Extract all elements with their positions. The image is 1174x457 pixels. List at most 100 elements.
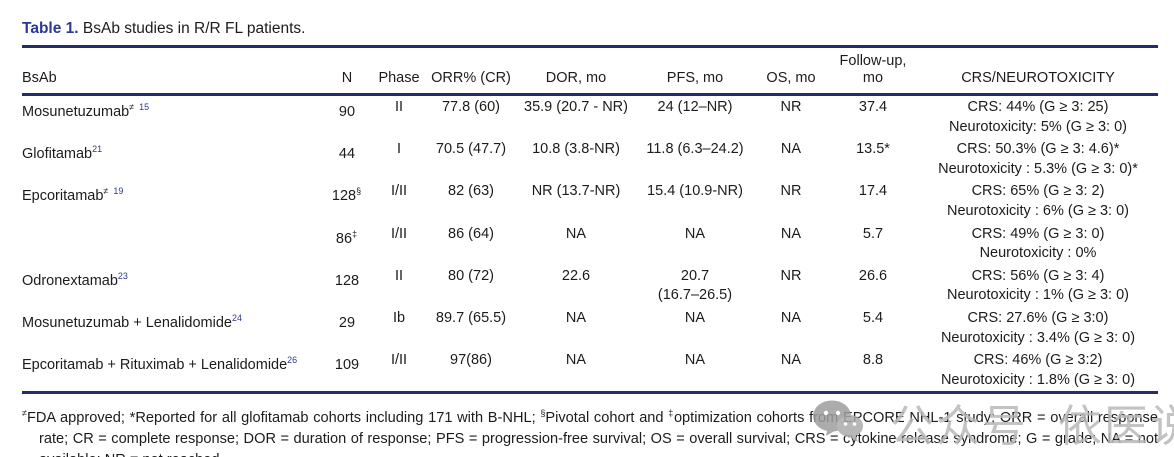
footnote-marker-optimization: ‡: [668, 408, 674, 419]
cell-bsab: Epcoritamab + Rituximab + Lenalidomide26: [22, 355, 298, 373]
cell-pfs: 24 (12–NR): [657, 99, 733, 115]
cell-bsab: Odronextamab23: [22, 270, 128, 289]
cell-orr: 70.5 (47.7): [435, 141, 507, 158]
cell-dor: NR (13.7-NR): [531, 183, 621, 200]
cell-phase: I: [396, 141, 402, 158]
cell-followup: 13.5*: [856, 141, 890, 158]
col-header-os: OS, mo: [754, 46, 828, 96]
table-row-epcoritamab-optimization: 86‡ I/II 86 (64) NA NA NA 5.7 CRS: 49% (…: [22, 223, 1158, 265]
footnote-marker: ≠: [129, 102, 136, 112]
cell-n: 29: [338, 314, 356, 331]
cell-bsab: [22, 223, 322, 265]
citation-ref[interactable]: 26: [287, 355, 298, 366]
cell-n: 90: [338, 103, 356, 120]
table-title: BsAb studies in R/R FL patients.: [82, 20, 306, 37]
cell-pfs: NA: [684, 352, 706, 369]
cell-crs-neurotoxicity: CRS: 46% (G ≥ 3:2) Neurotoxicity : 1.8% (…: [940, 352, 1136, 388]
col-header-bsab: BsAb: [22, 46, 322, 96]
table-row-odronextamab: Odronextamab23 128 II 80 (72) 22.6 20.7(…: [22, 265, 1158, 307]
cell-bsab: Mosunetuzumab + Lenalidomide24: [22, 312, 242, 331]
citation-ref[interactable]: 15: [139, 102, 150, 112]
cell-dor: NA: [565, 309, 587, 326]
cell-pfs: 11.8 (6.3–24.2): [646, 141, 744, 158]
cell-os: NR: [780, 183, 802, 200]
cell-followup: 5.4: [862, 309, 884, 326]
cell-pfs: NA: [684, 225, 706, 242]
cell-dor: 22.6: [561, 267, 591, 284]
cell-os: NR: [780, 267, 802, 284]
cell-pfs: NA: [684, 309, 706, 326]
footnote-marker: ≠: [103, 186, 110, 197]
cell-followup: 37.4: [858, 99, 888, 115]
cell-crs-neurotoxicity: CRS: 65% (G ≥ 3: 2) Neurotoxicity : 6% (G…: [946, 183, 1129, 219]
cell-crs-neurotoxicity: CRS: 27.6% (G ≥ 3:0) Neurotoxicity : 3.4%…: [940, 309, 1136, 346]
table-footnote: ≠FDA approved; *Reported for all glofita…: [22, 403, 1158, 457]
footnote-marker-pivotal: §: [540, 408, 546, 419]
cell-n: 109: [334, 356, 360, 373]
cell-n: 128: [334, 272, 360, 289]
table-row-epcoritamab-pivotal: Epcoritamab≠ 19 128§ I/II 82 (63) NR (13…: [22, 180, 1158, 222]
cell-followup: 17.4: [858, 183, 888, 200]
cell-os: NA: [780, 352, 802, 369]
cell-crs-neurotoxicity: CRS: 44% (G ≥ 3: 25) Neurotoxicity: 5% (G…: [949, 99, 1127, 135]
cell-orr: 77.8 (60): [441, 99, 501, 115]
bsab-table: BsAb N Phase ORR% (CR) DOR, mo PFS, mo O…: [22, 45, 1158, 395]
cell-orr: 97(86): [450, 352, 492, 369]
cell-bsab: Glofitamab21: [22, 144, 103, 163]
col-header-crs: CRS/NEUROTOXICITY: [918, 46, 1158, 96]
cell-followup: 8.8: [862, 352, 884, 369]
cell-bsab: Epcoritamab≠ 19: [22, 186, 124, 205]
cell-os: NR: [780, 99, 802, 115]
cell-dor: NA: [565, 225, 587, 242]
table-row-epcoritamab-rituximab-lenalidomide: Epcoritamab + Rituximab + Lenalidomide26…: [22, 349, 1158, 393]
cell-os: NA: [780, 141, 802, 158]
cell-orr: 86 (64): [448, 225, 494, 242]
cell-phase: Ib: [392, 309, 406, 326]
table-row-mosunetuzumab: Mosunetuzumab≠ 15 90 II 77.8 (60) 35.9 (…: [22, 95, 1158, 139]
cell-pfs: 20.7 (16.7–26.5): [657, 267, 733, 304]
cell-dor: NA: [565, 352, 587, 369]
cell-orr: 80 (72): [448, 267, 494, 284]
cell-crs-neurotoxicity: CRS: 49% (G ≥ 3: 0) Neurotoxicity : 0%: [971, 225, 1105, 262]
col-header-phase: Phase: [372, 46, 426, 96]
footnote-marker-fda: ≠: [22, 408, 27, 419]
cell-n: 128§: [331, 186, 363, 205]
cell-pfs: 15.4 (10.9-NR): [647, 183, 743, 200]
col-header-n: N: [322, 46, 372, 96]
cell-dor: 10.8 (3.8-NR): [532, 141, 620, 158]
citation-ref[interactable]: 24: [231, 312, 242, 323]
footnote-line-3: available; NR = not reached.: [22, 450, 1158, 457]
cell-bsab: Mosunetuzumab≠ 15: [22, 102, 150, 120]
col-header-followup: Follow-up, mo: [828, 46, 918, 96]
table-caption: Table 1. BsAb studies in R/R FL patients…: [22, 20, 1158, 38]
table-number: Table 1.: [22, 20, 79, 37]
cell-os: NA: [780, 225, 802, 242]
cell-phase: II: [394, 99, 404, 115]
footnote-line-2: rate; CR = complete response; DOR = dura…: [39, 431, 1158, 448]
cell-orr: 82 (63): [448, 183, 494, 200]
table-row-glofitamab: Glofitamab21 44 I 70.5 (47.7) 10.8 (3.8-…: [22, 138, 1158, 180]
cell-phase: II: [394, 267, 404, 284]
col-header-pfs: PFS, mo: [636, 46, 754, 96]
cell-phase: I/II: [390, 183, 408, 200]
cell-phase: I/II: [390, 225, 408, 242]
col-header-dor: DOR, mo: [516, 46, 636, 96]
cell-followup: 5.7: [862, 225, 884, 242]
cell-n: 44: [338, 146, 356, 163]
citation-ref[interactable]: 23: [117, 270, 128, 281]
table-row-mosunetuzumab-lenalidomide: Mosunetuzumab + Lenalidomide24 29 Ib 89.…: [22, 307, 1158, 349]
cell-phase: I/II: [390, 352, 408, 369]
footnote-line-1: ≠FDA approved; *Reported for all glofita…: [22, 408, 1158, 427]
citation-ref[interactable]: 21: [92, 144, 103, 155]
cell-crs-neurotoxicity: CRS: 56% (G ≥ 3: 4) Neurotoxicity : 1% (G…: [946, 267, 1129, 304]
cell-followup: 26.6: [858, 267, 888, 284]
cell-crs-neurotoxicity: CRS: 50.3% (G ≥ 3: 4.6)* Neurotoxicity : …: [938, 141, 1138, 177]
cell-os: NA: [780, 309, 802, 326]
citation-ref[interactable]: 19: [113, 186, 124, 197]
cell-n: 86‡: [335, 228, 359, 247]
col-header-orr: ORR% (CR): [426, 46, 516, 96]
cell-orr: 89.7 (65.5): [435, 309, 507, 326]
cell-dor: 35.9 (20.7 - NR): [524, 99, 628, 115]
table-header: BsAb N Phase ORR% (CR) DOR, mo PFS, mo O…: [22, 46, 1158, 96]
